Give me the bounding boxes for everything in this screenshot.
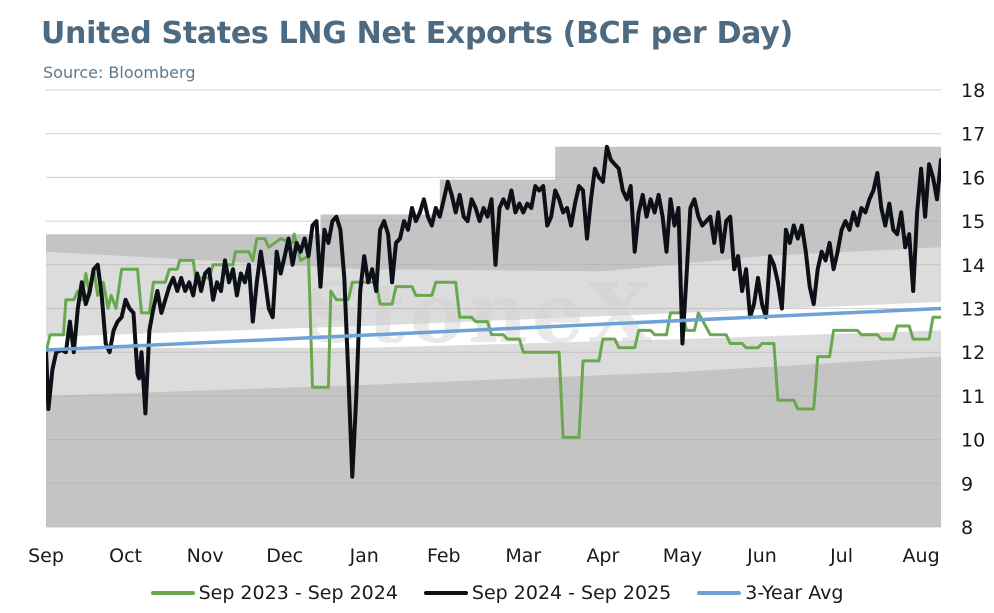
legend-label: Sep 2023 - Sep 2024 (198, 582, 398, 604)
legend: Sep 2023 - Sep 2024 Sep 2024 - Sep 2025 3-… (0, 582, 994, 604)
x-tick-label: Jun (746, 545, 777, 567)
y-tick-label: 13 (961, 299, 985, 321)
legend-swatch (697, 591, 742, 595)
y-tick-label: 12 (961, 342, 985, 364)
y-tick-label: 9 (961, 473, 973, 495)
x-tick-label: Nov (187, 545, 224, 567)
legend-item: Sep 2023 - Sep 2024 (150, 582, 398, 604)
y-tick-label: 11 (961, 386, 985, 408)
x-tick-label: Apr (586, 545, 619, 567)
x-tick-label: Dec (266, 545, 303, 567)
x-tick-label: Jan (349, 545, 379, 567)
x-tick-label: May (663, 545, 702, 567)
y-tick-label: 16 (961, 167, 985, 189)
legend-swatch (150, 591, 195, 595)
x-tick-label: Aug (903, 545, 940, 567)
range-band-core (46, 301, 941, 348)
y-tick-label: 18 (961, 80, 985, 102)
y-tick-label: 14 (961, 255, 985, 277)
chart-source: Source: Bloomberg (43, 63, 196, 82)
series-line-3 (46, 306, 941, 352)
x-tick-label: Feb (427, 545, 461, 567)
x-tick-label: Mar (505, 545, 541, 567)
chart-title: United States LNG Net Exports (BCF per D… (41, 16, 793, 51)
x-tick-label: Oct (109, 545, 142, 567)
legend-label: 3-Year Avg (745, 582, 844, 604)
y-tick-label: 17 (961, 124, 985, 146)
series-line-2 (46, 144, 941, 479)
legend-label: Sep 2024 - Sep 2025 (471, 582, 672, 604)
y-tick-label: 8 (961, 517, 973, 539)
series-line-1 (46, 232, 941, 439)
y-tick-label: 10 (961, 430, 985, 452)
legend-item: 3-Year Avg (697, 582, 843, 604)
x-tick-label: Jul (829, 545, 853, 567)
legend-swatch (423, 591, 468, 595)
legend-item: Sep 2024 - Sep 2025 (423, 582, 672, 604)
x-tick-label: Sep (28, 545, 64, 567)
y-tick-label: 15 (961, 211, 985, 233)
